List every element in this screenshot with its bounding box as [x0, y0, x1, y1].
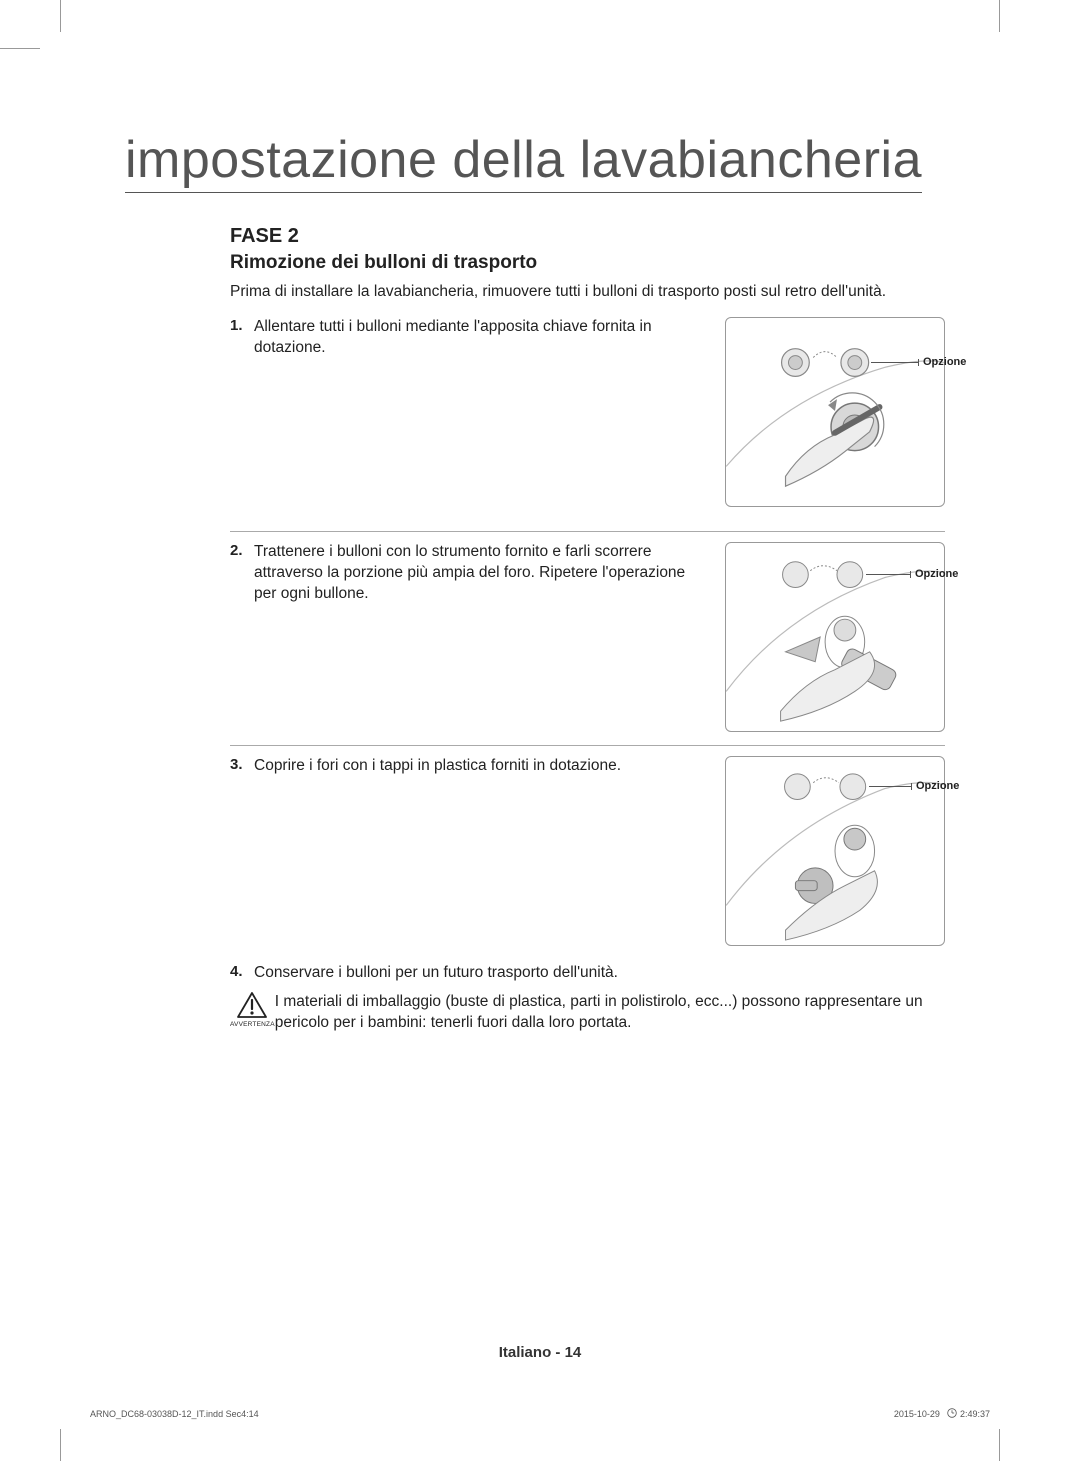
footer-page: 14	[565, 1344, 582, 1361]
crop-mark	[999, 1429, 1000, 1461]
callout-line	[871, 362, 919, 363]
content-area: impostazione della lavabiancheria FASE 2…	[60, 50, 1020, 1034]
figure-box: Opzione	[725, 317, 945, 507]
crop-mark	[999, 0, 1000, 32]
warning-block: AVVERTENZA I materiali di imballaggio (b…	[230, 992, 945, 1034]
step-text: Allentare tutti i bulloni mediante l'app…	[254, 317, 725, 359]
callout-end	[911, 783, 912, 790]
crop-mark	[60, 0, 61, 32]
step-text: Trattenere i bulloni con lo strumento fo…	[254, 542, 725, 605]
callout-line	[869, 786, 912, 787]
callout-end	[910, 571, 911, 578]
section-subtitle: Rimozione dei bulloni di trasporto	[230, 252, 945, 274]
phase-heading: FASE 2	[230, 225, 945, 248]
print-info-left: ARNO_DC68-03038D-12_IT.indd Sec4:14	[90, 1409, 259, 1419]
callout-label: Opzione	[923, 356, 966, 368]
step-number: 2.	[230, 542, 254, 559]
crop-mark	[60, 1429, 61, 1461]
warning-label: AVVERTENZA	[230, 1021, 275, 1028]
step-figure: Opzione	[725, 542, 945, 732]
print-info-right: 2015-10-29 2:49:37	[894, 1408, 990, 1419]
callout-end	[918, 359, 919, 366]
figure-box: Opzione	[725, 542, 945, 732]
callout-label: Opzione	[915, 568, 958, 580]
step-3: 3. Coprire i fori con i tappi in plastic…	[230, 745, 945, 951]
callout-line	[866, 574, 911, 575]
step-number: 4.	[230, 963, 254, 980]
step-2: 2. Trattenere i bulloni con lo strumento…	[230, 531, 945, 737]
step-figure: Opzione	[725, 756, 945, 946]
step-number: 1.	[230, 317, 254, 334]
print-date: 2015-10-29	[894, 1409, 940, 1419]
warning-text: I materiali di imballaggio (buste di pla…	[275, 992, 945, 1034]
callout-label: Opzione	[916, 780, 959, 792]
figure-box: Opzione	[725, 756, 945, 946]
clock-icon	[947, 1408, 957, 1418]
body: FASE 2 Rimozione dei bulloni di trasport…	[125, 225, 945, 1034]
intro-text: Prima di installare la lavabiancheria, r…	[230, 282, 945, 303]
step-1: 1. Allentare tutti i bulloni mediante l'…	[230, 317, 945, 523]
illustration	[726, 543, 944, 731]
step-text: Coprire i fori con i tappi in plastica f…	[254, 756, 725, 777]
step-text: Conservare i bulloni per un futuro trasp…	[254, 963, 945, 984]
step-number: 3.	[230, 756, 254, 773]
step-4: 4. Conservare i bulloni per un futuro tr…	[230, 959, 945, 984]
page: impostazione della lavabiancheria FASE 2…	[0, 0, 1080, 1461]
page-footer: Italiano - 14	[0, 1344, 1080, 1361]
warning-icon: AVVERTENZA	[230, 992, 275, 1028]
footer-sep: -	[555, 1344, 564, 1361]
crop-mark	[0, 48, 40, 49]
print-time: 2:49:37	[960, 1409, 990, 1419]
page-title: impostazione della lavabiancheria	[125, 130, 922, 193]
step-figure: Opzione	[725, 317, 945, 507]
illustration	[726, 318, 944, 506]
footer-language: Italiano	[499, 1344, 552, 1361]
